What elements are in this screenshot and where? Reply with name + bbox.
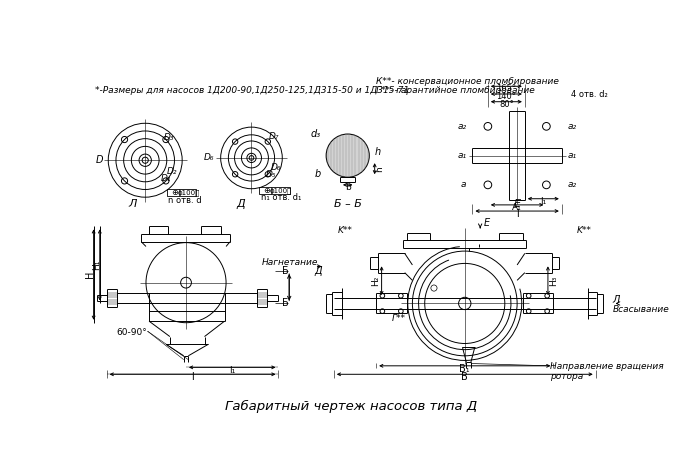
Text: Б – Б: Б – Б — [334, 199, 362, 209]
FancyBboxPatch shape — [167, 189, 196, 197]
Text: Д: Д — [236, 199, 245, 209]
Text: l₁: l₁ — [540, 197, 547, 206]
Text: a₂: a₂ — [568, 122, 577, 131]
Text: K**: K** — [338, 226, 353, 235]
Text: К**- консервационное пломбирование: К**- консервационное пломбирование — [376, 77, 559, 86]
Text: D₆: D₆ — [271, 163, 281, 172]
Text: l₁: l₁ — [229, 366, 235, 375]
Text: B₁: B₁ — [460, 364, 470, 374]
Text: Г**: Г** — [392, 314, 405, 323]
Text: K**: K** — [577, 226, 592, 235]
Text: Д: Д — [315, 266, 322, 276]
Text: D₁: D₁ — [161, 174, 171, 183]
Text: 140°: 140° — [497, 92, 517, 101]
Text: a₂: a₂ — [568, 181, 577, 189]
Text: 80°: 80° — [499, 99, 514, 108]
Text: n отв. d: n отв. d — [168, 196, 202, 205]
Text: Л: Л — [128, 199, 137, 209]
Text: Всасывание: Всасывание — [613, 305, 670, 314]
Polygon shape — [326, 134, 369, 177]
Text: *-Размеры для насосов 1Д200-90,1Д250-125,1Д315-50 и 1Д315-71: *-Размеры для насосов 1Д200-90,1Д250-125… — [95, 86, 410, 95]
Text: b: b — [314, 169, 321, 179]
Text: 60-90°: 60-90° — [117, 328, 147, 337]
Text: Г**- гарантийное пломбирование: Г**- гарантийное пломбирование — [376, 86, 535, 95]
Text: l: l — [516, 209, 519, 219]
Text: H: H — [85, 271, 95, 278]
Text: Направление вращения
ротора: Направление вращения ротора — [550, 362, 664, 381]
Text: h: h — [375, 147, 381, 157]
Text: d₃: d₃ — [311, 129, 321, 139]
Text: D₂: D₂ — [167, 166, 177, 175]
Text: H₃: H₃ — [549, 276, 558, 286]
Text: H₂: H₂ — [371, 276, 380, 286]
Text: 4 отв. d₂: 4 отв. d₂ — [571, 90, 608, 98]
Text: Нагнетание: Нагнетание — [262, 258, 318, 267]
Text: ϕ100⓪: ϕ100⓪ — [270, 187, 292, 194]
Text: Л: Л — [613, 295, 620, 304]
Text: a: a — [461, 181, 466, 189]
Text: D₅: D₅ — [265, 170, 276, 179]
Text: a₁: a₁ — [568, 151, 577, 160]
Text: B: B — [462, 372, 468, 382]
Text: a₁: a₁ — [457, 151, 466, 160]
Text: ϕ100⓪: ϕ100⓪ — [177, 189, 200, 196]
Text: n₁ отв. d₁: n₁ отв. d₁ — [261, 193, 301, 203]
Text: ⊕: ⊕ — [263, 186, 270, 195]
Text: Б: Б — [281, 266, 288, 276]
Text: A₁: A₁ — [512, 204, 522, 212]
Text: Габаритный чертеж насосов типа Д: Габаритный чертеж насосов типа Д — [226, 400, 477, 413]
Text: h: h — [375, 166, 385, 172]
Text: D: D — [95, 155, 103, 165]
Text: a₂: a₂ — [457, 122, 466, 131]
Text: 165°: 165° — [497, 84, 517, 93]
Text: H₁: H₁ — [92, 260, 102, 270]
Text: D₇: D₇ — [268, 132, 279, 141]
FancyBboxPatch shape — [259, 187, 290, 194]
Text: D₆: D₆ — [204, 153, 215, 162]
Text: b: b — [345, 183, 351, 192]
Text: E: E — [484, 219, 490, 228]
Text: ⊕: ⊕ — [171, 188, 178, 197]
Text: Б: Б — [281, 298, 288, 309]
Text: l: l — [191, 372, 194, 382]
Text: E: E — [514, 199, 521, 209]
Text: D₃: D₃ — [164, 133, 174, 142]
